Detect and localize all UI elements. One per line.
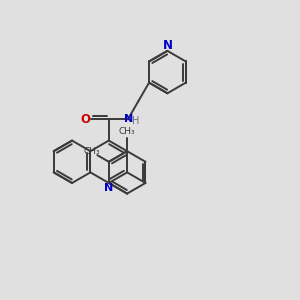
Text: CH₃: CH₃ bbox=[119, 127, 136, 136]
Text: O: O bbox=[80, 113, 91, 126]
Text: N: N bbox=[124, 114, 133, 124]
Text: CH₃: CH₃ bbox=[83, 147, 100, 156]
Text: N: N bbox=[104, 183, 113, 193]
Text: N: N bbox=[162, 39, 172, 52]
Text: H: H bbox=[132, 116, 140, 126]
